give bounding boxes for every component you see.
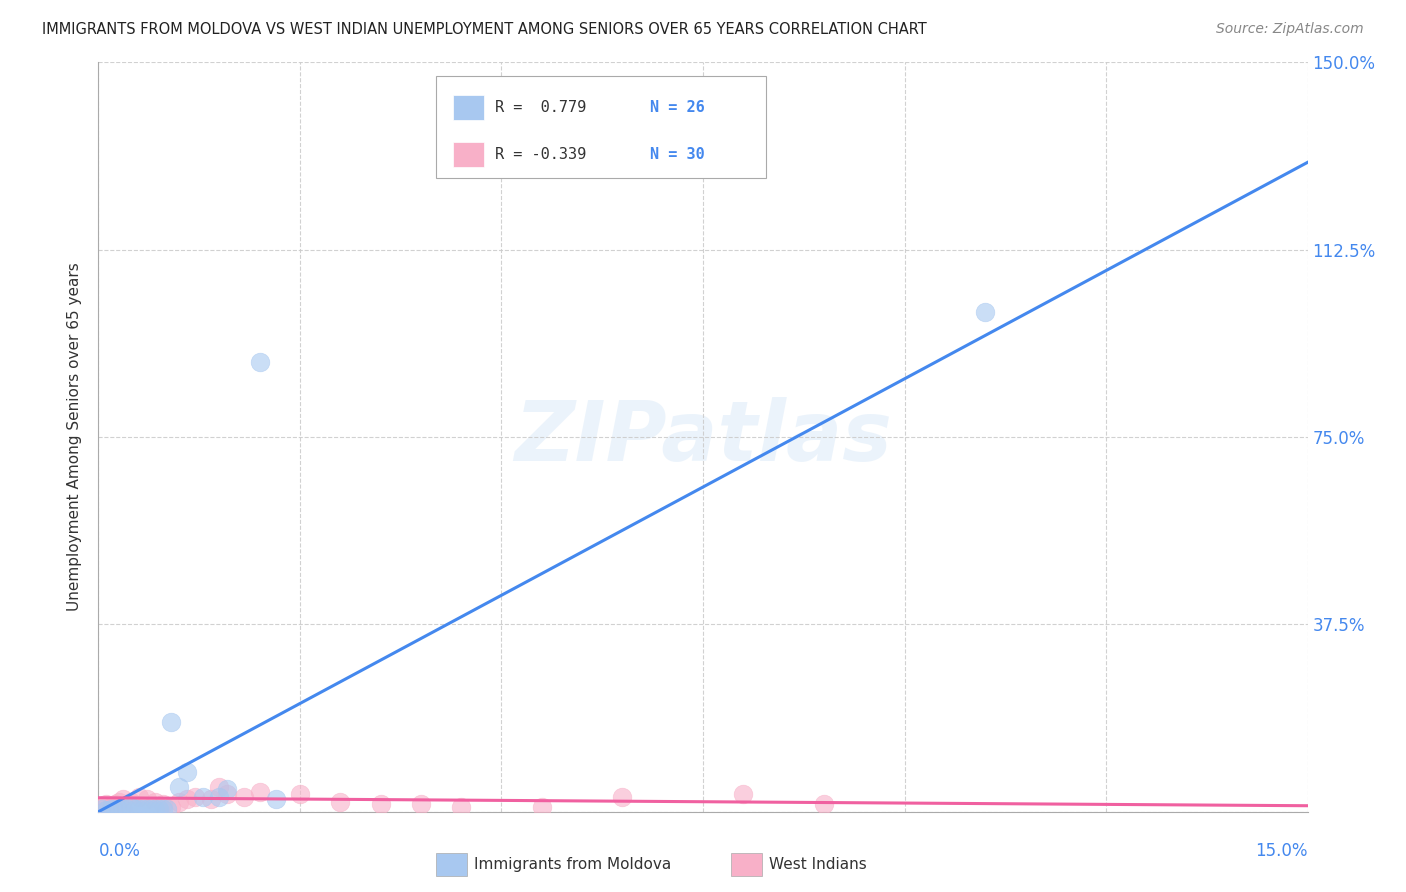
Point xyxy=(128,802,150,816)
Point xyxy=(135,792,157,806)
Text: 0.0%: 0.0% xyxy=(98,842,141,860)
Point xyxy=(409,797,432,812)
Point xyxy=(167,795,190,809)
Point xyxy=(124,802,146,816)
Point xyxy=(152,802,174,816)
Text: ZIPatlas: ZIPatlas xyxy=(515,397,891,477)
Text: 15.0%: 15.0% xyxy=(1256,842,1308,860)
Point xyxy=(120,799,142,814)
Point xyxy=(100,802,122,816)
Point xyxy=(100,799,122,814)
Text: Source: ZipAtlas.com: Source: ZipAtlas.com xyxy=(1216,22,1364,37)
Text: West Indians: West Indians xyxy=(769,857,868,871)
Point xyxy=(111,792,134,806)
Point xyxy=(813,797,835,812)
Point xyxy=(107,802,129,816)
Point xyxy=(370,797,392,812)
Point xyxy=(232,789,254,804)
Point xyxy=(107,795,129,809)
Point xyxy=(249,355,271,369)
Point xyxy=(193,789,215,804)
Text: N = 30: N = 30 xyxy=(650,147,704,161)
Point xyxy=(200,792,222,806)
Point xyxy=(217,787,239,801)
Point xyxy=(176,764,198,779)
Point xyxy=(115,802,138,816)
Point xyxy=(143,795,166,809)
Point xyxy=(208,780,231,794)
Text: N = 26: N = 26 xyxy=(650,101,704,115)
Point xyxy=(91,802,114,816)
Point xyxy=(249,785,271,799)
Point xyxy=(288,787,311,801)
Point xyxy=(160,714,183,729)
Point xyxy=(974,305,997,319)
Text: R = -0.339: R = -0.339 xyxy=(495,147,586,161)
Point xyxy=(139,802,162,816)
Point xyxy=(612,789,634,804)
Point xyxy=(176,792,198,806)
Point xyxy=(152,797,174,812)
Point xyxy=(148,802,170,816)
Point xyxy=(128,789,150,804)
Text: Immigrants from Moldova: Immigrants from Moldova xyxy=(474,857,671,871)
Point xyxy=(103,802,125,816)
Text: R =  0.779: R = 0.779 xyxy=(495,101,586,115)
Point xyxy=(264,792,287,806)
Point xyxy=(160,799,183,814)
Point xyxy=(217,782,239,797)
Y-axis label: Unemployment Among Seniors over 65 years: Unemployment Among Seniors over 65 years xyxy=(67,263,83,611)
Point xyxy=(184,789,207,804)
Point xyxy=(733,787,755,801)
Point xyxy=(143,802,166,816)
Point xyxy=(111,803,134,817)
Text: IMMIGRANTS FROM MOLDOVA VS WEST INDIAN UNEMPLOYMENT AMONG SENIORS OVER 65 YEARS : IMMIGRANTS FROM MOLDOVA VS WEST INDIAN U… xyxy=(42,22,927,37)
Point xyxy=(156,802,179,816)
Point xyxy=(120,795,142,809)
Point xyxy=(96,803,118,817)
Point xyxy=(135,802,157,816)
Point xyxy=(91,799,114,814)
Point xyxy=(132,802,155,816)
Point xyxy=(111,802,134,816)
Point xyxy=(167,780,190,794)
Point xyxy=(329,795,352,809)
Point xyxy=(208,789,231,804)
Point xyxy=(96,797,118,812)
Point xyxy=(103,797,125,812)
Point xyxy=(450,799,472,814)
Point xyxy=(530,799,553,814)
